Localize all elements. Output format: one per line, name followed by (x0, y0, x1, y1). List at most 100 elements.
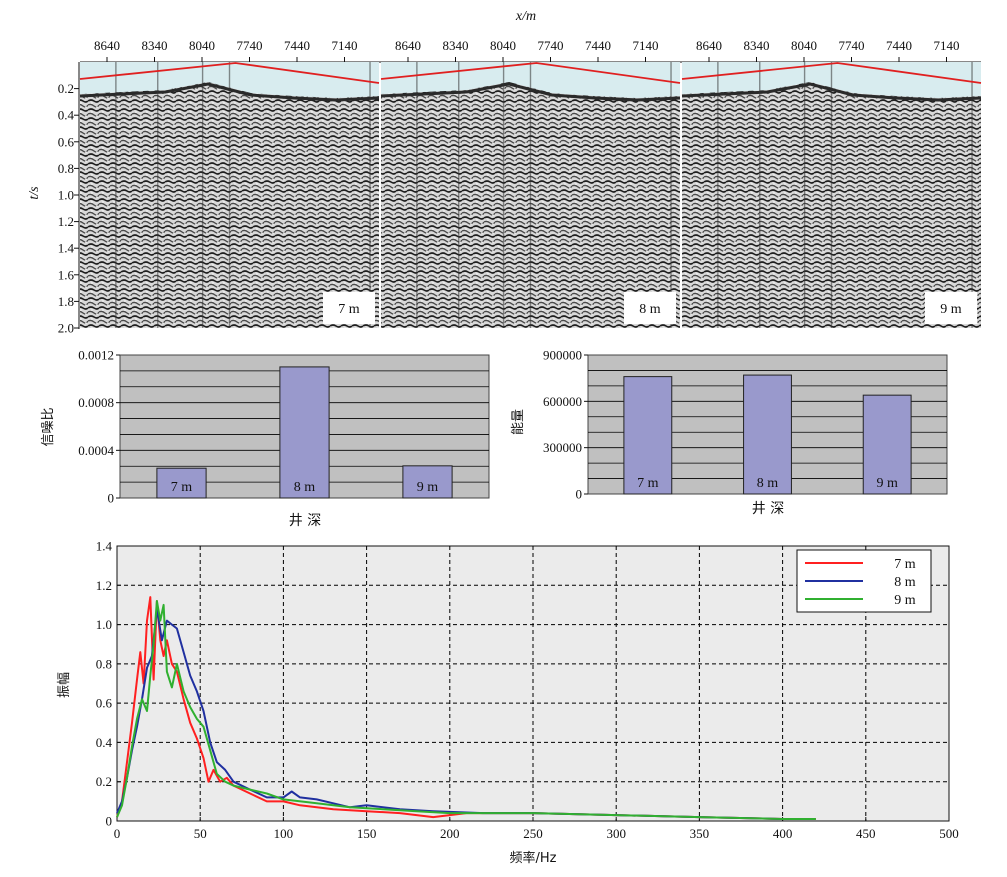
seismic-x-tick-label: 7440 (585, 38, 611, 53)
seismic-y-tick-label: 0.4 (58, 108, 75, 123)
spectrum-line-chart: 0 50 100 150 200 250 300 350 400 450 500 0 0.2 0.4 0.6… (57, 539, 959, 867)
energy-y-tick-label: 600000 (543, 394, 582, 409)
seismic-x-tick-label: 7140 (934, 38, 960, 53)
snr-bar-chart: 0 0.0004 0.0008 0.0012 7 m 8 m 9 m 井 深 信噪比 (41, 348, 490, 529)
seismic-panel-label: 8 m (624, 292, 676, 324)
seismic-x-tick-label: 8640 (395, 38, 421, 53)
seismic-y-tick-label: 0.6 (58, 134, 75, 149)
energy-bar (623, 376, 673, 495)
seismic-x-tick-label: 8340 (744, 38, 770, 53)
energy-y-tick-label: 300000 (543, 440, 582, 455)
snr-y-tick-label: 0.0004 (78, 443, 114, 458)
seismic-panel-label-text: 7 m (338, 302, 360, 317)
spectrum-x-tick-label: 0 (114, 826, 121, 841)
spectrum-x-label: 频率/Hz (510, 850, 557, 866)
seismic-first-break-line (380, 62, 681, 84)
spectrum-x-tick-label: 350 (690, 826, 710, 841)
seismic-panels: 7 m 8 m 9 m (79, 62, 982, 328)
spectrum-x-tick-label: 500 (939, 826, 959, 841)
energy-bar-label: 8 m (757, 476, 779, 491)
spectrum-x-tick-label: 450 (856, 826, 876, 841)
spectrum-y-tick-label: 1.0 (96, 617, 112, 632)
seismic-x-tick-label: 8040 (189, 38, 215, 53)
snr-bar-label: 8 m (294, 480, 316, 495)
seismic-y-tick-label: 0.2 (58, 81, 74, 96)
spectrum-x-tick-label: 50 (194, 826, 207, 841)
energy-plot-area: 0 300000 600000 900000 7 m 8 m 9 m (543, 348, 948, 502)
seismic-x-tick-label: 7140 (332, 38, 358, 53)
snr-bar-label: 9 m (417, 480, 439, 495)
seismic-first-break-line (79, 62, 380, 84)
spectrum-y-tick-label: 0.4 (96, 735, 113, 750)
energy-y-label: 能量 (511, 409, 526, 435)
snr-y-label: 信噪比 (41, 407, 56, 446)
seismic-x-tick-label: 7440 (886, 38, 912, 53)
seismic-x-tick-label: 8040 (791, 38, 817, 53)
spectrum-x-tick-label: 100 (274, 826, 294, 841)
seismic-y-tick-label: 2.0 (58, 321, 74, 336)
snr-y-tick-label: 0.0012 (78, 348, 114, 363)
snr-bar (402, 465, 453, 499)
spectrum-y-label: 振幅 (57, 672, 72, 698)
seismic-label-box (925, 292, 977, 324)
spectrum-legend-label: 8 m (894, 575, 916, 590)
spectrum-y-tick-label: 1.4 (96, 539, 113, 554)
spectrum-legend: 7 m 8 m 9 m (796, 549, 932, 613)
seismic-y-tick-label: 1.6 (58, 267, 75, 282)
energy-bar (862, 394, 912, 495)
spectrum-y-tick-label: 0.8 (96, 656, 112, 671)
energy-x-label: 井 深 (752, 501, 784, 517)
seismic-x-ticks: 8640 8340 8040 7740 7440 7140 8640 8340 8040 7740… (94, 38, 960, 62)
energy-y-tick-label: 900000 (543, 348, 582, 363)
snr-y-tick-label: 0 (108, 491, 115, 506)
seismic-panel-label-text: 9 m (940, 302, 962, 317)
seismic-x-tick-label: 8340 (142, 38, 168, 53)
snr-plot-area: 0 0.0004 0.0008 0.0012 7 m 8 m 9 m (78, 348, 490, 506)
spectrum-legend-label: 9 m (894, 593, 916, 608)
spectrum-x-tick-label: 400 (773, 826, 793, 841)
seismic-x-tick-label: 7740 (538, 38, 564, 53)
snr-y-tick-label: 0.0008 (78, 395, 114, 410)
seismic-first-break-line (681, 62, 982, 84)
snr-bar (279, 366, 330, 499)
seismic-panel: 8 m (380, 62, 681, 328)
seismic-label-box (624, 292, 676, 324)
spectrum-series-line (116, 596, 816, 820)
snr-bar (156, 467, 207, 499)
spectrum-series-line (116, 607, 783, 820)
seismic-y-tick-label: 1.2 (58, 214, 74, 229)
spectrum-x-tick-label: 200 (440, 826, 460, 841)
seismic-panel-label-text: 8 m (639, 302, 661, 317)
spectrum-x-tick-label: 250 (523, 826, 543, 841)
seismic-x-tick-label: 7140 (633, 38, 659, 53)
spectrum-x-tick-label: 150 (357, 826, 377, 841)
seismic-y-tick-label: 1.4 (58, 241, 75, 256)
spectrum-x-tick-label: 300 (606, 826, 626, 841)
energy-bar (743, 374, 792, 495)
seismic-x-tick-label: 8340 (443, 38, 469, 53)
seismic-panel: 9 m (681, 62, 982, 328)
seismic-x-label: x/m (515, 9, 536, 24)
spectrum-series-line (116, 600, 816, 820)
seismic-y-label: t/s (27, 186, 42, 200)
seismic-sections: x/m 8640 8340 8040 7740 7440 7140 8640 8340 8040… (27, 9, 982, 336)
seismic-x-tick-label: 7740 (839, 38, 865, 53)
spectrum-y-tick-label: 1.2 (96, 578, 112, 593)
seismic-panel-label: 7 m (323, 292, 375, 324)
seismic-x-tick-label: 7440 (284, 38, 310, 53)
seismic-panel: 7 m (79, 62, 380, 328)
seismic-label-box (323, 292, 375, 324)
spectrum-legend-label: 7 m (894, 557, 916, 572)
seismic-y-tick-label: 1.8 (58, 294, 74, 309)
seismic-y-tick-label: 0.8 (58, 161, 74, 176)
seismic-x-tick-label: 8040 (490, 38, 516, 53)
energy-y-tick-label: 0 (576, 487, 583, 502)
seismic-x-tick-label: 8640 (696, 38, 722, 53)
energy-bar-label: 9 m (876, 476, 898, 491)
seismic-x-tick-label: 8640 (94, 38, 120, 53)
spectrum-y-tick-label: 0.2 (96, 774, 112, 789)
snr-x-label: 井 深 (289, 513, 321, 529)
seismic-panel-label: 9 m (925, 292, 977, 324)
seismic-y-tick-label: 1.0 (58, 188, 74, 203)
